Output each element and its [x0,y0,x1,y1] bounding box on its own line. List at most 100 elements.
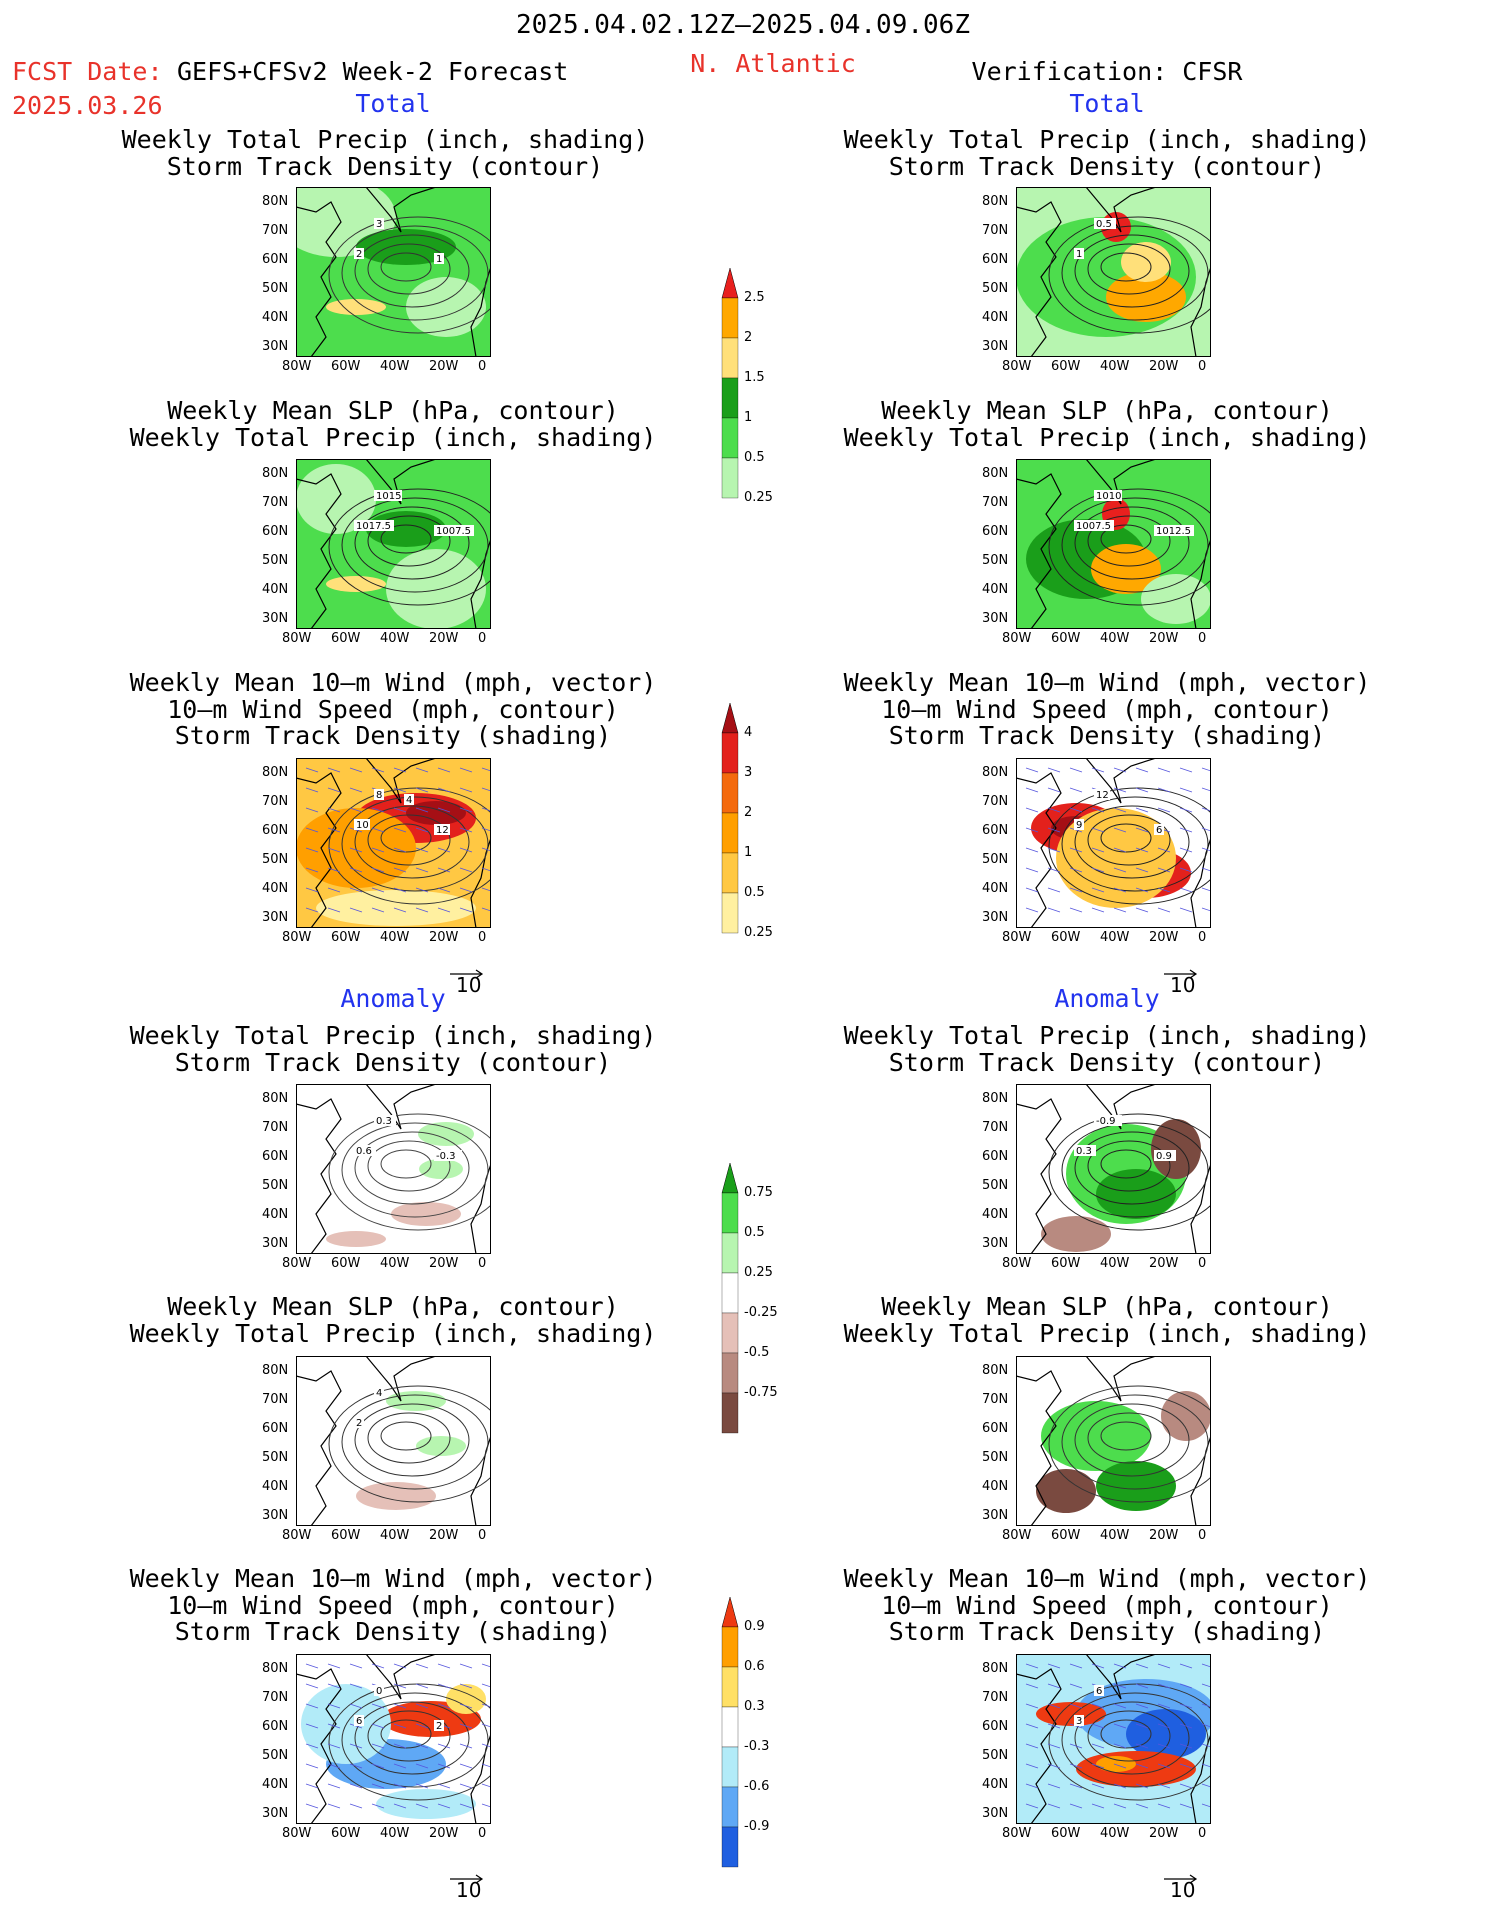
shading-area [356,229,456,265]
title-line: Weekly Total Precip (inch, shading) [843,1318,1371,1348]
colorbar-label: 0.5 [744,885,765,900]
shading-area [386,549,486,629]
colorbar-label: 0.75 [744,1185,773,1200]
colorbar-segment [721,1666,739,1708]
lon-tick-label: 20W [1149,359,1179,374]
contour-label-bg [1074,248,1084,259]
colorbar-label: -0.9 [744,1819,770,1834]
wind-vector [459,867,473,873]
wind-vector [1201,807,1211,812]
contour-label-bg [374,218,384,229]
contour-line [1048,488,1211,606]
wind-vector [481,847,491,852]
lon-tick-label: 60W [331,930,361,945]
lat-tick-label: 70N [262,495,289,510]
colorbar-precip-total [720,267,740,542]
wind-vector [327,1783,341,1789]
colorbar-label: -0.3 [744,1739,770,1754]
wind-vector [1069,1743,1083,1749]
title-line: Weekly Mean SLP (hPa, contour) [167,1292,619,1321]
wind-vector [1113,767,1127,773]
contour-line [354,805,470,879]
contour-line [1048,216,1211,334]
contour-label: 12 [1096,790,1109,801]
lat-tick-label: 80N [262,765,289,780]
contour-label: 1015 [376,491,401,502]
wind-vector [1047,767,1061,773]
colorbar-label: 0.25 [744,925,773,940]
wind-vector [459,1763,473,1769]
colorbar-segment [721,1826,739,1868]
colorbar-label: 0.6 [744,1659,765,1674]
wind-vector [327,787,341,793]
shading-area [1041,1401,1151,1471]
wind-vector [1047,1723,1061,1729]
map-panel-r4: 0.3 -0.9 0.9 [1016,1084,1211,1254]
contour-line [354,234,470,308]
contour-line [354,1403,470,1477]
contour-label-bg [434,1720,444,1731]
lat-tick-label: 60N [982,524,1009,539]
lat-tick-label: 70N [262,1120,289,1135]
contour-label-bg [1074,819,1084,830]
colorbar-label: 0.25 [744,1265,773,1280]
wind-vector [371,887,385,893]
wind-vector [415,1763,429,1769]
wind-vector [437,807,451,813]
wind-vector [327,1803,341,1809]
contour-line [367,1710,451,1762]
wind-vector [371,867,385,873]
lat-tick-label: 80N [262,1091,289,1106]
contour-line [1061,1394,1209,1490]
period-title: 2025.04.02.12Z–2025.04.09.06Z [516,10,970,40]
fcst-date-label: FCST Date: [12,57,163,86]
wind-vector [1157,1783,1171,1789]
lon-tick-label: 60W [1051,930,1081,945]
contour-label: 1012.5 [1156,526,1191,537]
left-total-label: Total [355,89,431,118]
wind-vector [459,907,473,913]
wind-vector [1135,1803,1149,1809]
wind-vector [1069,767,1083,773]
contour-label: 4 [376,1388,382,1399]
wind-vector [1069,887,1083,893]
title-line: 10–m Wind Speed (mph, contour) [167,694,619,724]
colorbar-segment [721,1596,739,1628]
contour-line [1048,1113,1211,1231]
wind-vector [393,1663,407,1669]
wind-vector [1135,1763,1149,1769]
lon-tick-label: 40W [380,359,410,374]
wind-vector [327,1723,341,1729]
colorbar-segment [721,1352,739,1394]
lat-tick-label: 80N [262,466,289,481]
contour-line [1087,814,1171,866]
lat-tick-label: 80N [262,1363,289,1378]
contour-line [328,787,491,905]
lat-tick-label: 40N [982,1479,1009,1494]
colorbar-precip-anomaly [720,1162,740,1477]
wind-vector [1113,807,1127,813]
wind-vector [1135,1663,1149,1669]
wind-vector [1135,907,1149,913]
wind-vector [371,907,385,913]
wind-vector [1201,867,1211,872]
contour-label-bg [374,1115,396,1126]
title-line: Storm Track Density (shading) [888,721,1326,750]
contour-line [1074,506,1190,580]
colorbar-segment [721,417,739,459]
lon-tick-label: 20W [429,930,459,945]
wind-vector [481,827,491,832]
wind-vector [1179,1783,1193,1789]
lon-tick-label: 0 [478,631,487,646]
wind-vector [415,907,429,913]
wind-vector [393,1803,407,1809]
wind-vector [371,1743,385,1749]
title-line: Weekly Total Precip (inch, shading) [129,1318,657,1348]
lat-tick-label: 70N [982,794,1009,809]
contour-line [1087,243,1171,295]
vector-reference-arrow: 10 [1162,1870,1202,1900]
wind-vector [1047,1803,1061,1809]
lat-tick-label: 30N [262,910,289,925]
lat-tick-label: 80N [262,1661,289,1676]
shading-area [1091,544,1161,594]
